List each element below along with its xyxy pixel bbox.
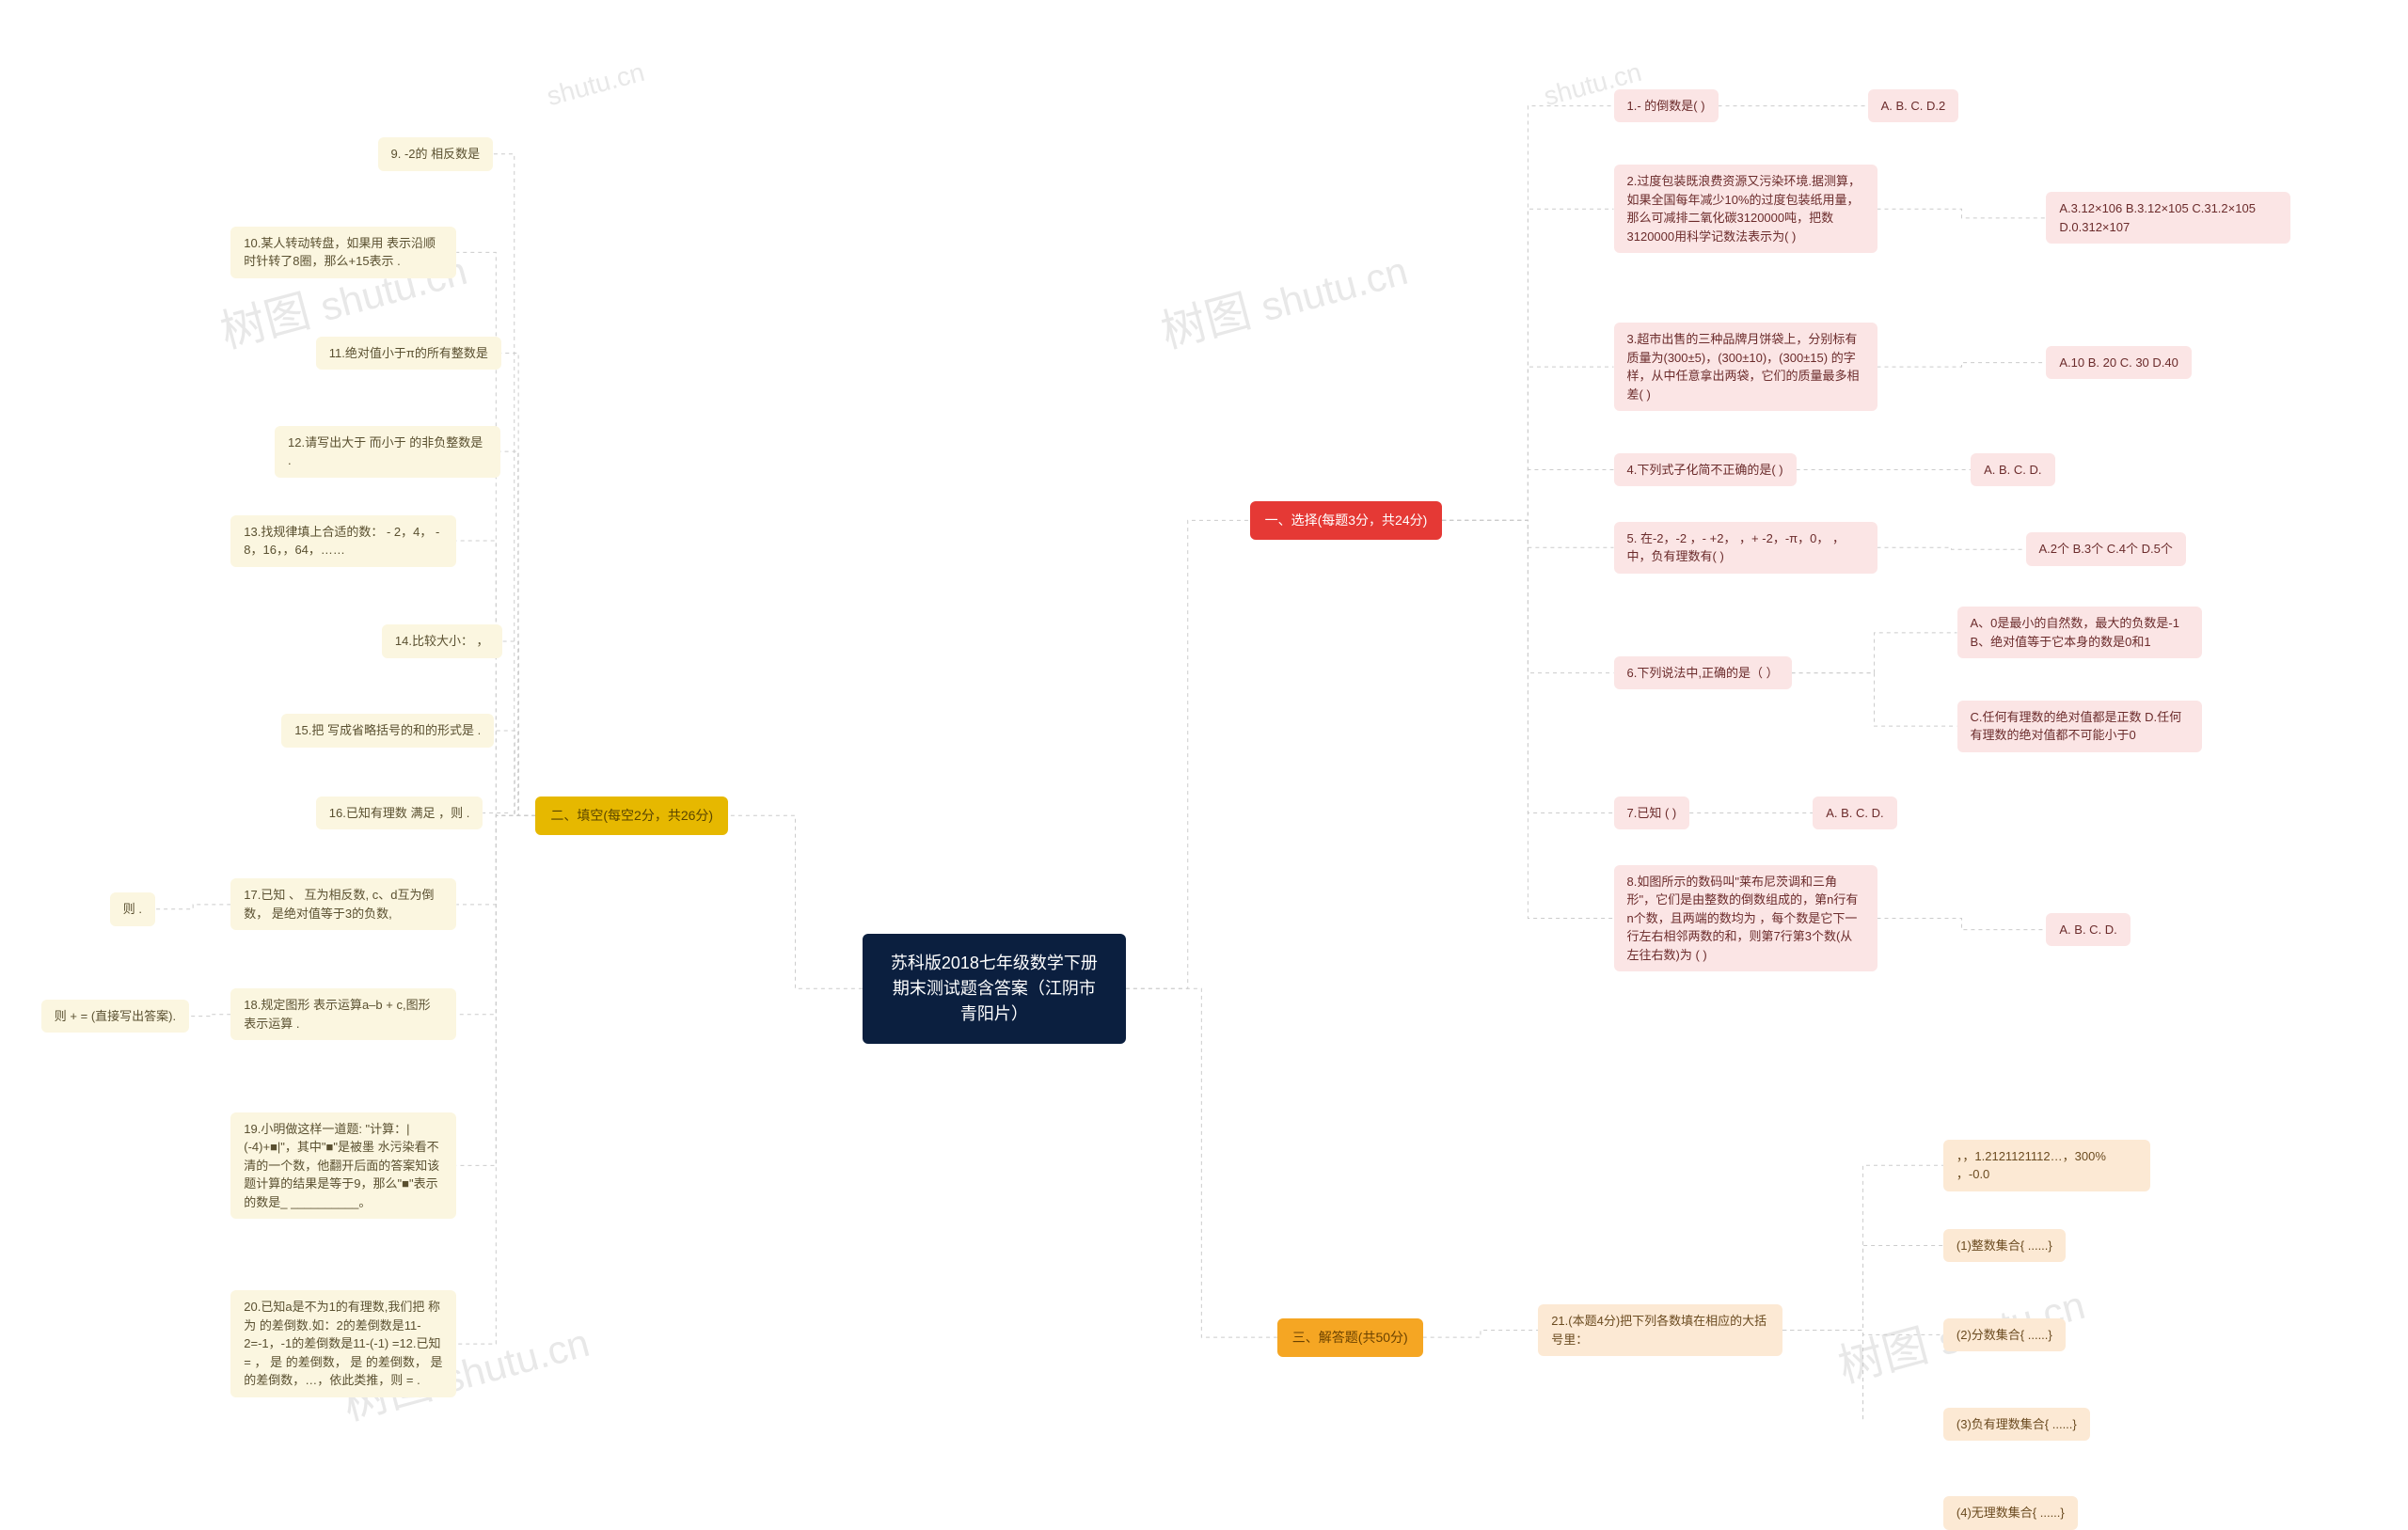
opt-q21-0[interactable]: ，，1.2121121112…，300% ，-0.0 bbox=[1943, 1140, 2150, 1191]
root-node[interactable]: 苏科版2018七年级数学下册期末测试题含答案（江阴市青阳片） bbox=[863, 934, 1126, 1044]
leaf-f10[interactable]: 10.某人转动转盘，如果用 表示沿顺时针转了8圈，那么+15表示 . bbox=[230, 227, 456, 278]
leaf-f19[interactable]: 19.小明做这样一道题: "计算：|(-4)+■|"，其中"■"是被墨 水污染看… bbox=[230, 1112, 456, 1220]
leaf-f14[interactable]: 14.比较大小： ， bbox=[382, 624, 502, 658]
leaf-q6[interactable]: 6.下列说法中,正确的是（ ） bbox=[1614, 656, 1792, 690]
leaf-q21[interactable]: 21.(本题4分)把下列各数填在相应的大括号里： bbox=[1538, 1304, 1782, 1356]
opt-q3-0[interactable]: A.10 B. 20 C. 30 D.40 bbox=[2046, 346, 2191, 380]
leaf-f15[interactable]: 15.把 写成省略括号的和的形式是 . bbox=[281, 714, 494, 748]
leaf-q4[interactable]: 4.下列式子化简不正确的是( ) bbox=[1614, 453, 1797, 487]
leaf-q3[interactable]: 3.超市出售的三种品牌月饼袋上，分别标有质量为(300±5)，(300±10)，… bbox=[1614, 323, 1877, 411]
leaf-q8[interactable]: 8.如图所示的数码叫"莱布尼茨调和三角形"，它们是由整数的倒数组成的，第n行有n… bbox=[1614, 865, 1877, 972]
opt-q21-3[interactable]: (3)负有理数集合{ ......} bbox=[1943, 1408, 2090, 1442]
leaf-f9[interactable]: 9. -2的 相反数是 bbox=[378, 137, 494, 171]
leaf-f17[interactable]: 17.已知 、 互为相反数, c、d互为倒数， 是绝对值等于3的负数, bbox=[230, 878, 456, 930]
opt-q21-1[interactable]: (1)整数集合{ ......} bbox=[1943, 1229, 2066, 1263]
branch-sec1[interactable]: 一、选择(每题3分，共24分) bbox=[1250, 501, 1443, 540]
opt-f17-0[interactable]: 则 . bbox=[110, 892, 155, 926]
opt-q4-0[interactable]: A. B. C. D. bbox=[1971, 453, 2054, 487]
leaf-f20[interactable]: 20.已知a是不为1的有理数,我们把 称为 的差倒数.如：2的差倒数是11-2=… bbox=[230, 1290, 456, 1397]
opt-q7-0[interactable]: A. B. C. D. bbox=[1813, 797, 1896, 830]
opt-q2-0[interactable]: A.3.12×106 B.3.12×105 C.31.2×105 D.0.312… bbox=[2046, 192, 2290, 244]
leaf-f16[interactable]: 16.已知有理数 满足 ，则 . bbox=[316, 797, 483, 830]
opt-f18-0[interactable]: 则 + = (直接写出答案). bbox=[41, 1000, 189, 1033]
watermark-small: shutu.cn bbox=[543, 54, 648, 113]
leaf-q7[interactable]: 7.已知 ( ) bbox=[1614, 797, 1690, 830]
opt-q5-0[interactable]: A.2个 B.3个 C.4个 D.5个 bbox=[2026, 532, 2186, 566]
opt-q6-1[interactable]: C.任何有理数的绝对值都是正数 D.任何有理数的绝对值都不可能小于0 bbox=[1957, 701, 2202, 752]
opt-q6-0[interactable]: A、0是最小的自然数，最大的负数是-1 B、绝对值等于它本身的数是0和1 bbox=[1957, 607, 2202, 658]
watermark: 树图 shutu.cn bbox=[1153, 231, 1414, 360]
leaf-q1[interactable]: 1.- 的倒数是( ) bbox=[1614, 89, 1719, 123]
opt-q1-0[interactable]: A. B. C. D.2 bbox=[1868, 89, 1959, 123]
leaf-f13[interactable]: 13.找规律填上合适的数： - 2，4， - 8，16，，64，…… bbox=[230, 515, 456, 567]
opt-q8-0[interactable]: A. B. C. D. bbox=[2046, 913, 2130, 947]
opt-q21-4[interactable]: (4)无理数集合{ ......} bbox=[1943, 1496, 2078, 1530]
leaf-f11[interactable]: 11.绝对值小于π的所有整数是 bbox=[316, 337, 501, 371]
leaf-q2[interactable]: 2.过度包装既浪费资源又污染环境.据测算，如果全国每年减少10%的过度包装纸用量… bbox=[1614, 165, 1877, 253]
branch-sec2[interactable]: 二、填空(每空2分，共26分) bbox=[535, 797, 728, 835]
leaf-q5[interactable]: 5. 在-2，-2 ，- +2， ，+ -2，-π，0， ，中，负有理数有( ) bbox=[1614, 522, 1877, 574]
opt-q21-2[interactable]: (2)分数集合{ ......} bbox=[1943, 1318, 2066, 1352]
branch-sec3[interactable]: 三、解答题(共50分) bbox=[1277, 1318, 1423, 1357]
leaf-f18[interactable]: 18.规定图形 表示运算a–b + c,图形 表示运算 . bbox=[230, 988, 456, 1040]
leaf-f12[interactable]: 12.请写出大于 而小于 的非负整数是 . bbox=[275, 426, 500, 478]
